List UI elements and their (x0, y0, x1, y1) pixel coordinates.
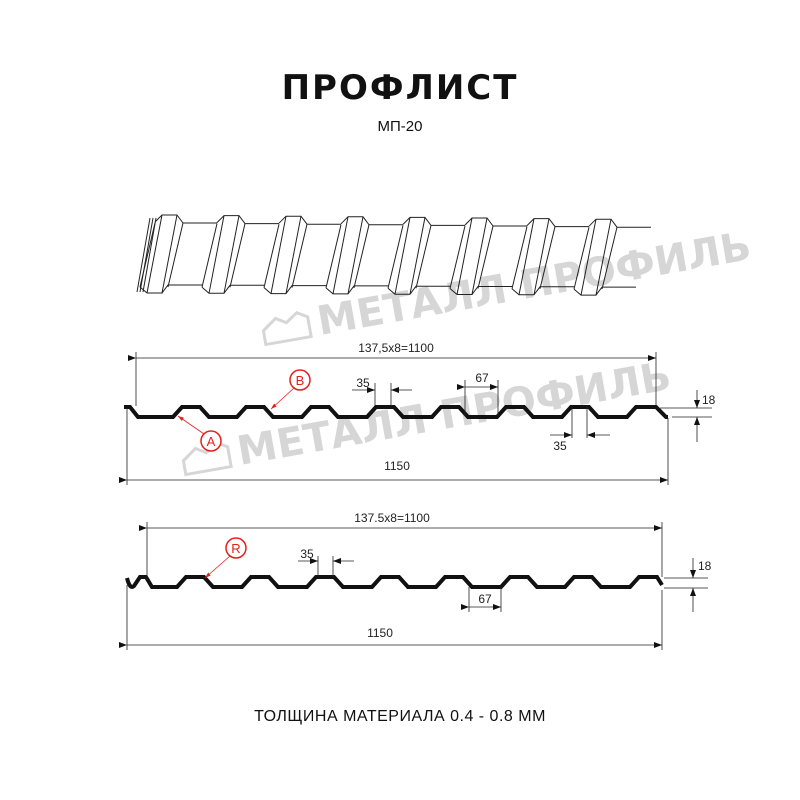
sheet-rib-edge (533, 218, 550, 295)
profile-bottom: 137.5x8=1100 1150 35 67 18 R (119, 511, 712, 650)
sheet-rib-top (588, 218, 651, 228)
sheet-rib-edge (229, 223, 246, 288)
width-label-2: 1150 (367, 626, 393, 640)
sheet-rib-edge (201, 223, 218, 288)
sheet-rib-edge (387, 225, 404, 289)
sheet-rib-bottom (201, 284, 264, 294)
sheet-3d-view (136, 214, 651, 296)
sheet-rib-edge (332, 216, 349, 294)
sheet-rib-edge (353, 224, 370, 289)
sheet-rib-edge (511, 226, 528, 289)
sheet-rib-edge (325, 224, 342, 289)
sheet-rib-edge (580, 219, 597, 296)
height-label-2: 18 (698, 559, 712, 573)
marker-r: R (204, 537, 247, 579)
svg-text:МЕТАЛЛ ПРОФИЛЬ: МЕТАЛЛ ПРОФИЛЬ (314, 223, 755, 345)
sheet-rib-top (340, 216, 403, 226)
sheet-rib-edge (347, 216, 364, 294)
profile-bottom-outline (125, 575, 664, 589)
sheet-rib-edge (285, 216, 302, 294)
sheet-rib-top (402, 216, 465, 226)
sheet-rib-edge (539, 226, 556, 289)
sheet-rib-top (464, 217, 527, 227)
svg-text:R: R (231, 541, 240, 556)
sheet-rib-edge (167, 222, 184, 288)
page-title: ПРОФЛИСТ (281, 68, 519, 108)
sheet-rib-top (216, 215, 279, 225)
sheet-rib-edge (139, 222, 156, 288)
sheet-rib-edge (595, 219, 612, 296)
sheet-rib-edge (409, 217, 426, 295)
sheet-rib-top (278, 215, 341, 225)
thickness-note: ТОЛЩИНА МАТЕРИАЛА 0.4 - 0.8 ММ (254, 708, 546, 725)
svg-text:A: A (207, 434, 216, 449)
sheet-rib-edge (223, 215, 240, 294)
sheet-rib-edge (449, 225, 466, 289)
sheet-rib-edge (291, 224, 308, 288)
sheet-rib-edge (415, 225, 432, 289)
sheet-rib-edge (161, 214, 178, 294)
sheet-rib-edge (518, 218, 535, 295)
sheet-rib-edge (456, 217, 473, 295)
sheet-rib-edge (270, 216, 287, 294)
crest-width-label: 35 (356, 376, 370, 390)
model-subtitle: МП-20 (377, 118, 423, 135)
sheet-rib-top (526, 218, 589, 228)
pitch-label: 137,5x8=1100 (358, 341, 434, 355)
sheet-rib-top (154, 214, 217, 224)
valley-width-label-2: 67 (478, 592, 492, 606)
valley-width-label: 67 (475, 371, 489, 385)
sheet-rib-edge (477, 225, 494, 289)
sheet-rib-edge (573, 227, 590, 290)
sheet-rib-edge (208, 215, 225, 294)
sheet-rib-bottom (263, 285, 326, 295)
sheet-rib-edge (601, 227, 618, 290)
bottom-crest-label: 35 (553, 439, 567, 453)
svg-text:B: B (296, 373, 305, 388)
crest-width-label-2: 35 (300, 547, 314, 561)
sheet-rib-edge (263, 224, 280, 288)
sheet-rib-bottom (139, 284, 202, 294)
sheet-rib-edge (394, 217, 411, 295)
pitch-label-2: 137.5x8=1100 (354, 511, 430, 525)
sheet-rib-edge (471, 217, 488, 295)
width-label: 1150 (384, 459, 410, 473)
profile-top-outline (124, 405, 668, 419)
marker-a: A (177, 415, 222, 452)
marker-b: B (270, 369, 311, 410)
profile-top: 137,5x8=1100 1150 35 67 35 18 B A (119, 341, 716, 485)
sheet-rib-edge (146, 214, 163, 294)
height-label: 18 (702, 393, 716, 407)
